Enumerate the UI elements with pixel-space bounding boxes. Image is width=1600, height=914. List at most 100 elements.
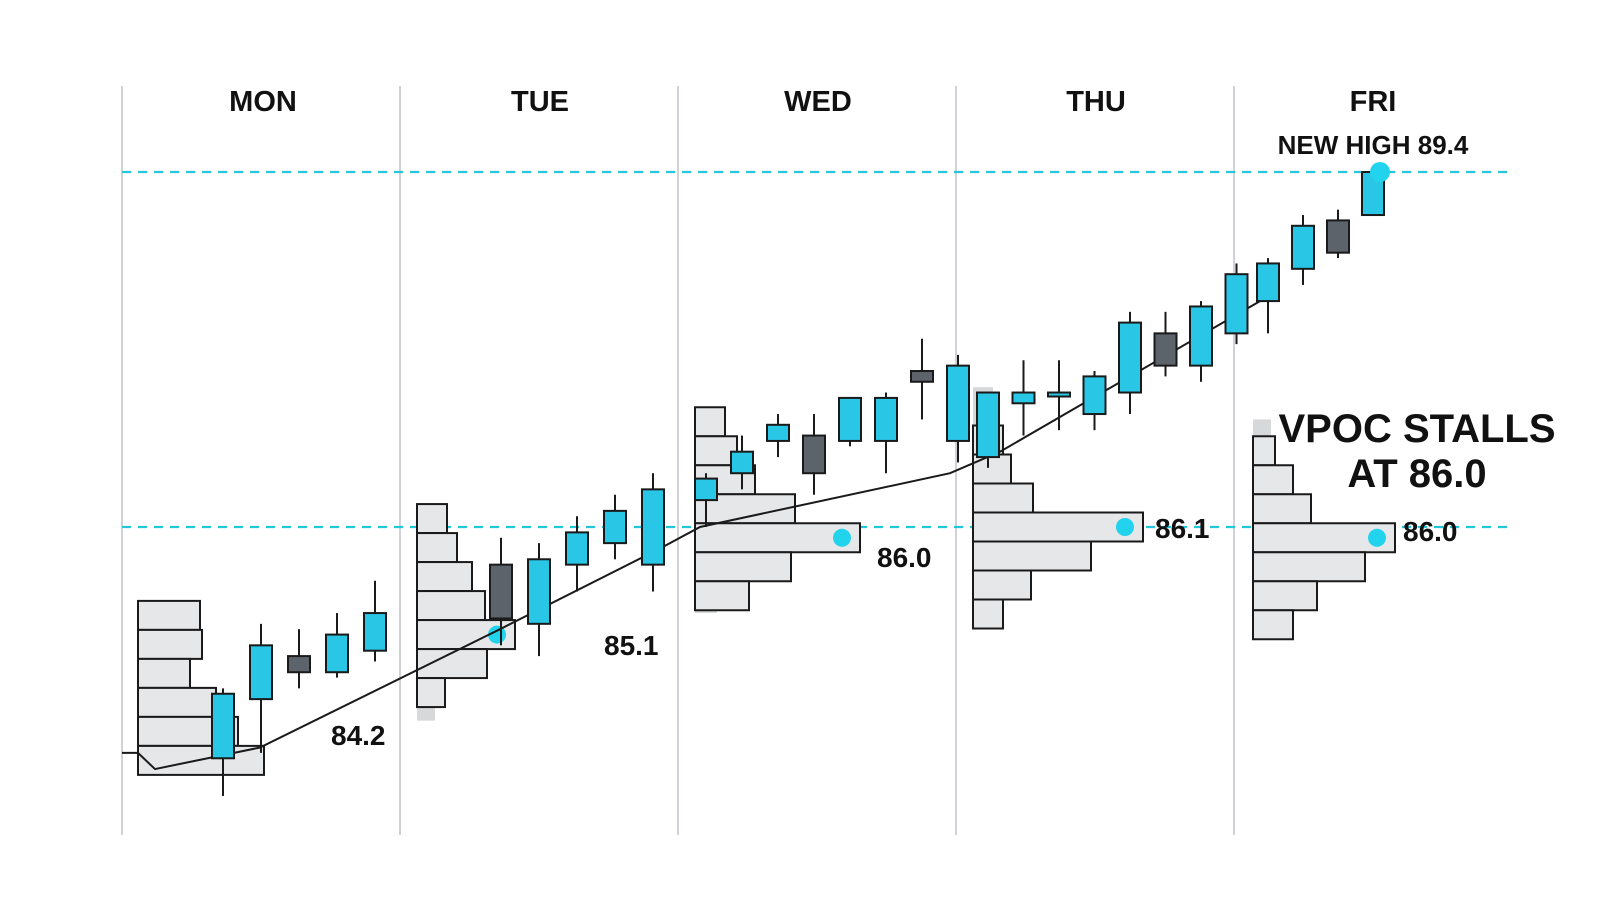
candle bbox=[489, 537, 513, 646]
candle-body-bullish bbox=[874, 396, 898, 442]
candle-body-bullish bbox=[527, 558, 551, 625]
day-label-wed: WED bbox=[784, 86, 852, 118]
profile-bar bbox=[972, 453, 1012, 485]
candle-body-bullish bbox=[766, 423, 790, 442]
candle-body-bullish bbox=[603, 509, 627, 545]
vpoc-dot bbox=[1368, 528, 1386, 547]
candle bbox=[694, 473, 718, 527]
candle-body-bullish bbox=[694, 477, 718, 502]
vpoc-stalls-annotation-line2: AT 86.0 bbox=[1347, 452, 1486, 496]
profile-bar bbox=[1252, 464, 1294, 496]
candle-body-bullish bbox=[1189, 305, 1213, 367]
candle bbox=[363, 580, 387, 662]
candle-body-bullish bbox=[1082, 375, 1107, 416]
candle bbox=[1189, 301, 1213, 382]
profile-bar bbox=[137, 628, 203, 660]
candle bbox=[211, 688, 235, 796]
vpoc-dot bbox=[833, 528, 851, 547]
candle bbox=[1326, 209, 1350, 259]
profile-bar bbox=[416, 532, 458, 564]
profile-bar bbox=[972, 569, 1032, 601]
vpoc-bar bbox=[694, 522, 861, 554]
volume-profile-mon bbox=[137, 599, 265, 776]
day-label-fri: FRI bbox=[1350, 86, 1397, 118]
candle-body-bullish bbox=[325, 633, 349, 674]
profile-bar bbox=[972, 598, 1004, 630]
vpoc-dot bbox=[1116, 518, 1134, 536]
vpoc-label-tue: 85.1 bbox=[604, 630, 659, 661]
day-label-mon: MON bbox=[229, 86, 297, 118]
candle bbox=[874, 392, 898, 474]
candle-body-bearish bbox=[910, 370, 934, 383]
day-dividers bbox=[121, 86, 1235, 835]
candle bbox=[1291, 215, 1315, 285]
vpoc-migration-path bbox=[122, 300, 1261, 771]
candle bbox=[730, 435, 754, 490]
profile-bar bbox=[1252, 609, 1294, 641]
profile-ghost-bottom bbox=[695, 610, 717, 614]
candle-body-bullish bbox=[838, 396, 862, 442]
profile-ghost-top bbox=[1253, 419, 1271, 437]
candle bbox=[287, 629, 311, 689]
candle bbox=[802, 414, 826, 495]
profile-bar bbox=[694, 406, 726, 438]
vpoc-stalls-annotation-line1: VPOC STALLS bbox=[1278, 407, 1555, 451]
candle bbox=[946, 354, 970, 463]
volume-profiles bbox=[137, 387, 1396, 776]
candle-body-bullish bbox=[1224, 273, 1249, 335]
candle-body-bullish bbox=[946, 364, 970, 442]
candle-body-bullish bbox=[565, 531, 589, 566]
day-label-thu: THU bbox=[1066, 86, 1126, 118]
candle-body-bearish bbox=[1326, 219, 1350, 254]
candle bbox=[976, 391, 1000, 468]
candle bbox=[603, 494, 627, 560]
candle bbox=[1047, 360, 1071, 431]
new-high-dot bbox=[1370, 162, 1390, 182]
profile-bar bbox=[137, 599, 201, 631]
candle-body-bearish bbox=[1153, 332, 1178, 367]
candle-body-bullish bbox=[1291, 224, 1315, 270]
profile-ghost-bottom bbox=[417, 707, 435, 721]
profile-bar bbox=[694, 551, 792, 583]
candle bbox=[1011, 360, 1036, 436]
candle-body-bullish bbox=[1118, 321, 1142, 394]
profile-bar bbox=[137, 657, 191, 689]
candle-body-bearish bbox=[287, 655, 311, 674]
candle bbox=[641, 473, 665, 592]
chart-labels: MON TUE WED THU FRI NEW HIGH 89.4 VPOC S… bbox=[229, 86, 1555, 751]
candlesticks bbox=[211, 162, 1390, 796]
candle-body-bullish bbox=[211, 692, 235, 760]
profile-bar bbox=[416, 677, 446, 709]
candle-body-bullish bbox=[976, 391, 1000, 459]
new-high-annotation: NEW HIGH 89.4 bbox=[1278, 130, 1469, 160]
vpoc-label-thu: 86.1 bbox=[1155, 513, 1210, 544]
candle bbox=[1224, 263, 1249, 345]
profile-bar bbox=[694, 580, 750, 612]
candle bbox=[1082, 371, 1107, 431]
candle bbox=[249, 623, 273, 753]
profile-bar bbox=[1252, 580, 1318, 612]
volume-profile-fri bbox=[1252, 419, 1396, 641]
candle-body-bullish bbox=[730, 450, 754, 475]
candle bbox=[1118, 311, 1142, 415]
day-label-tue: TUE bbox=[511, 86, 569, 118]
candle bbox=[325, 613, 349, 678]
profile-bar bbox=[1252, 493, 1312, 525]
profile-bar bbox=[1252, 435, 1276, 467]
profile-bar bbox=[137, 686, 217, 718]
vpoc-label-wed: 86.0 bbox=[877, 542, 932, 573]
profile-bar bbox=[1252, 551, 1366, 583]
candle bbox=[1361, 171, 1385, 217]
candle bbox=[1256, 258, 1280, 334]
candle bbox=[766, 414, 790, 458]
candle-body-bearish bbox=[489, 563, 513, 620]
candle bbox=[838, 396, 862, 447]
candle bbox=[565, 516, 589, 592]
profile-bar bbox=[972, 482, 1034, 514]
vpoc-path-line bbox=[122, 300, 1261, 771]
candle-body-bullish bbox=[1256, 262, 1280, 303]
profile-bar bbox=[972, 540, 1092, 572]
volume-profile-tue bbox=[416, 503, 516, 721]
vpoc-label-mon: 84.2 bbox=[331, 720, 386, 751]
candle-body-bullish bbox=[363, 612, 387, 652]
